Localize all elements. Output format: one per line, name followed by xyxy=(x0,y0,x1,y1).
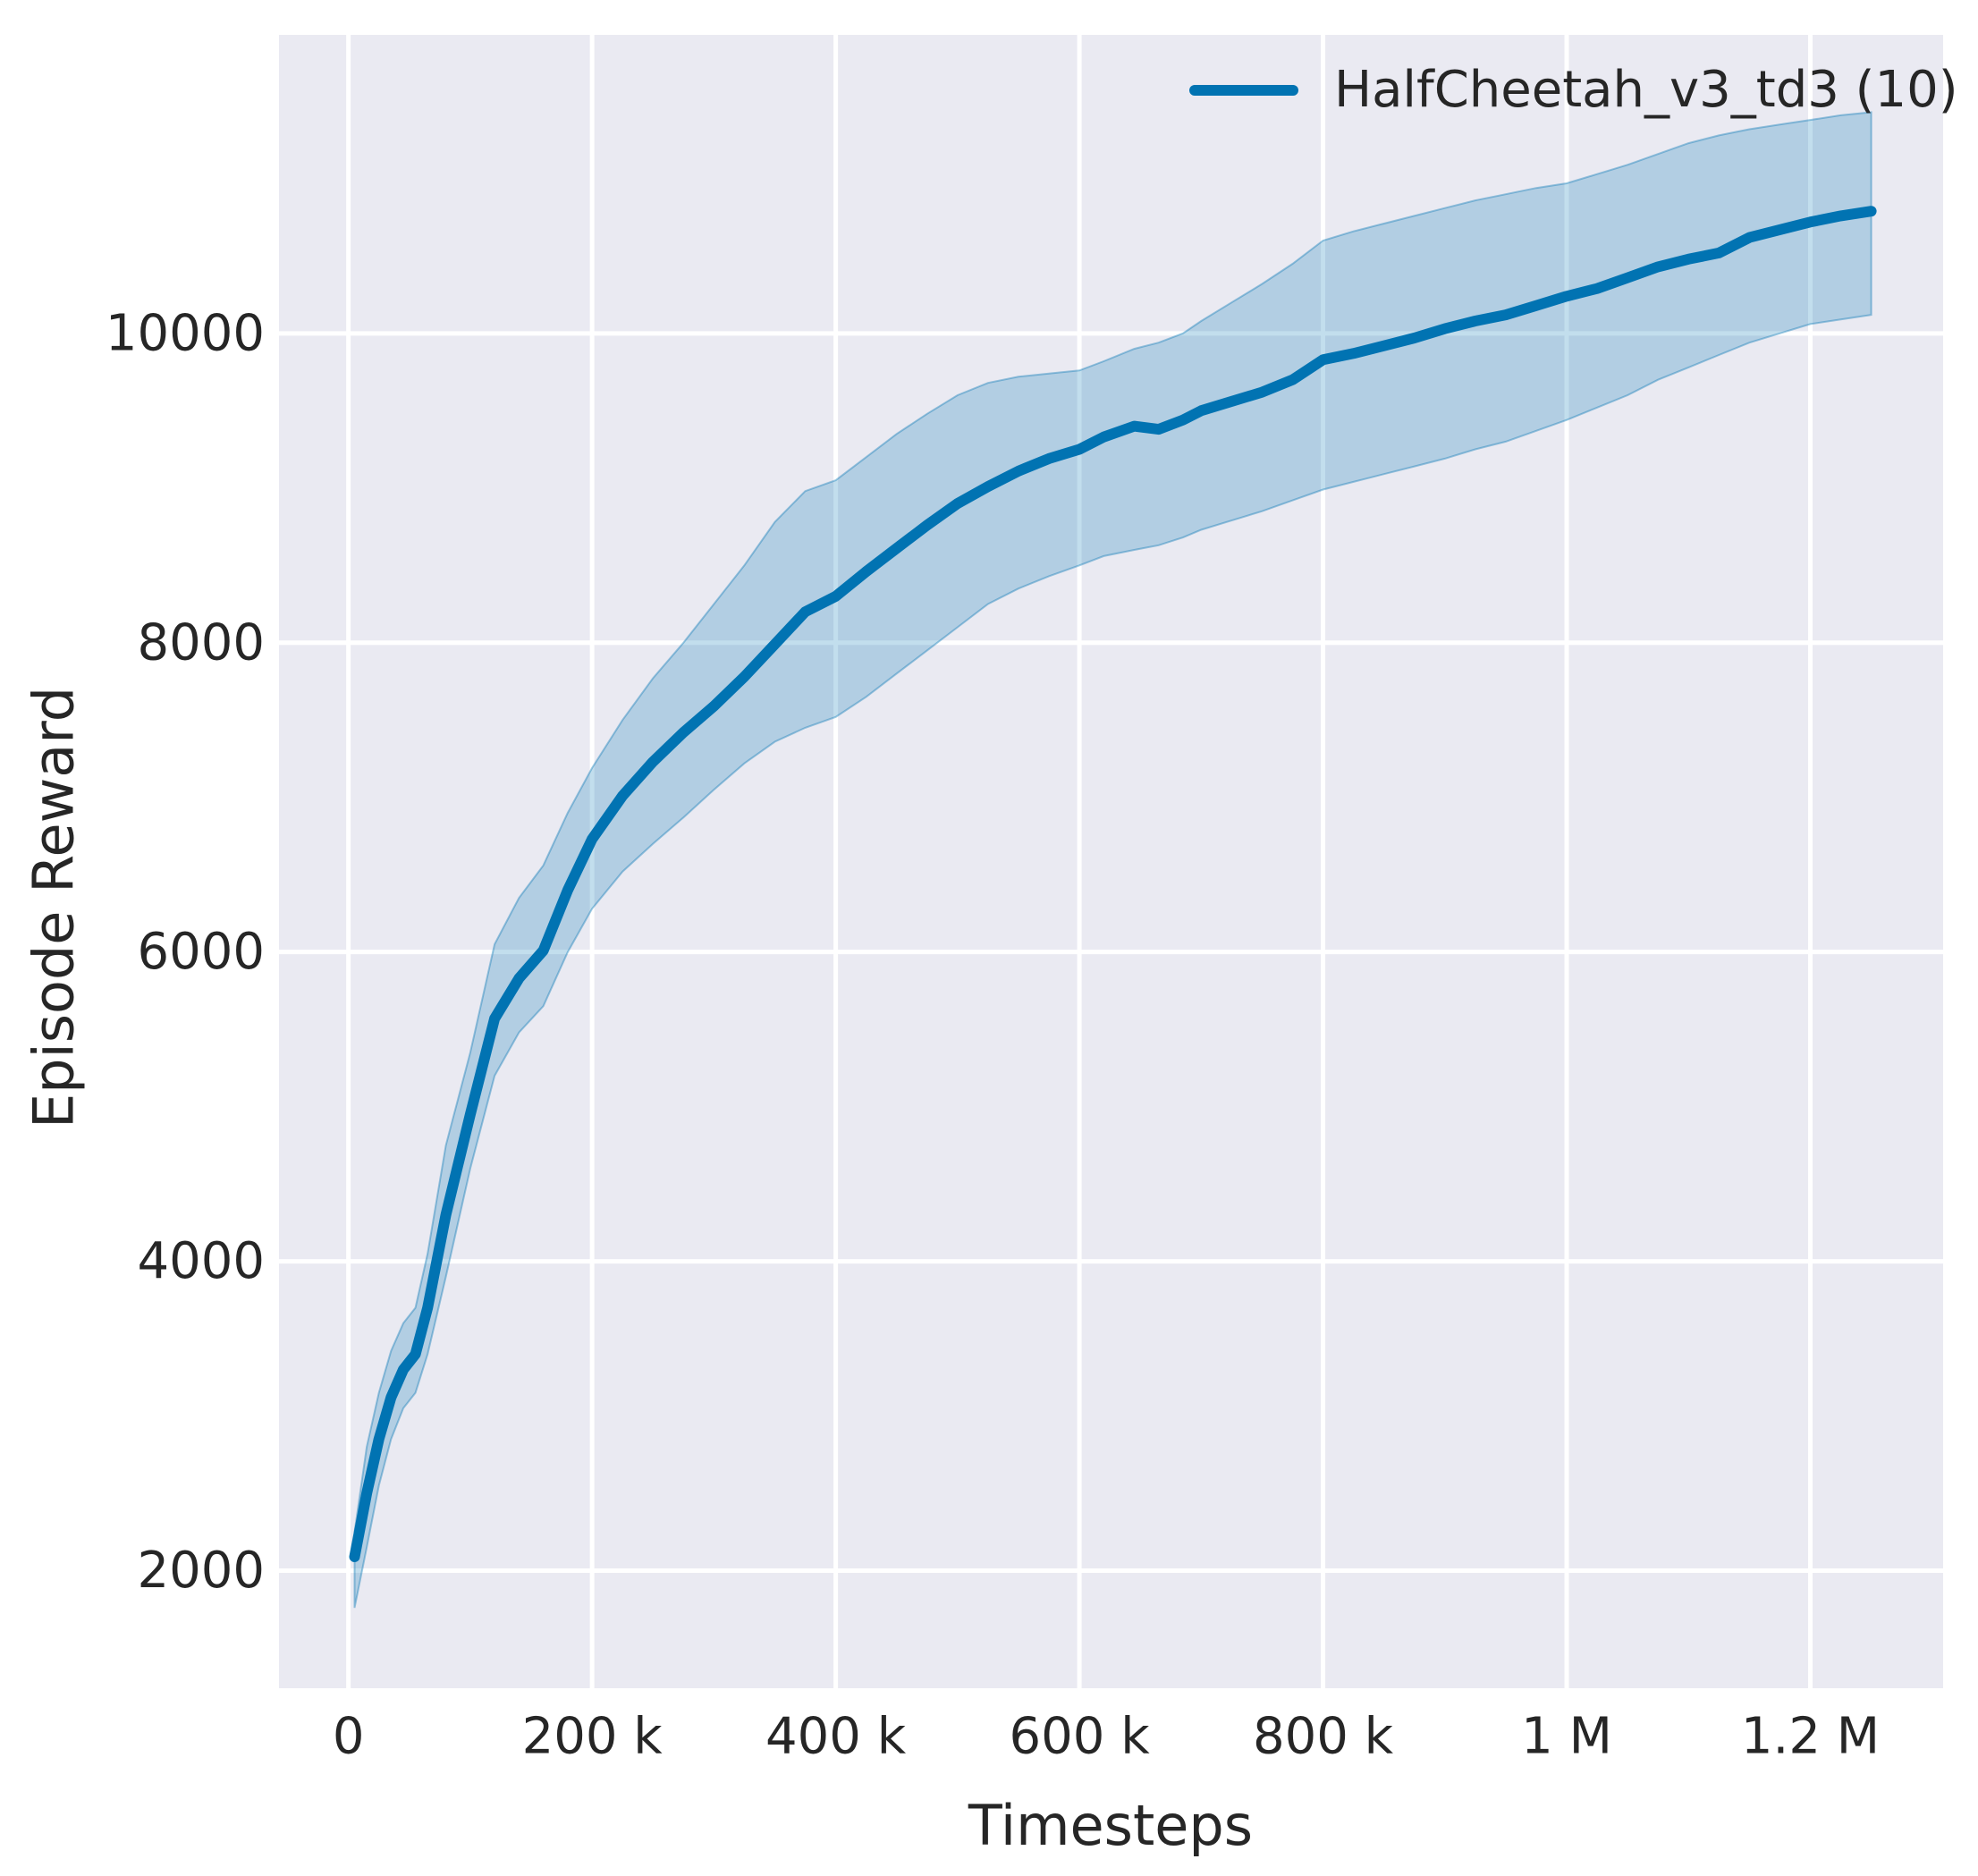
x-tick-label: 600 k xyxy=(1010,1708,1151,1766)
x-tick-label: 0 xyxy=(333,1708,365,1766)
y-tick-label: 4000 xyxy=(137,1232,265,1290)
x-tick-label: 800 k xyxy=(1253,1708,1394,1766)
x-tick-label: 200 k xyxy=(522,1708,664,1766)
legend-entry-label: HalfCheetah_v3_td3 (10) xyxy=(1334,61,1958,119)
legend-line-swatch xyxy=(1189,84,1298,96)
y-tick-label: 8000 xyxy=(137,613,265,672)
plot-area xyxy=(279,35,1943,1688)
x-tick-label: 1 M xyxy=(1521,1708,1612,1766)
y-axis-label: Episode Reward xyxy=(21,686,87,1129)
y-tick-label: 6000 xyxy=(137,923,265,981)
x-tick-label: 400 k xyxy=(765,1708,907,1766)
x-axis-label: Timesteps xyxy=(968,1793,1254,1858)
legend: HalfCheetah_v3_td3 (10) xyxy=(1189,61,1958,119)
y-tick-label: 10000 xyxy=(106,304,265,362)
mean-line xyxy=(349,206,1877,1562)
y-tick-label: 2000 xyxy=(137,1542,265,1600)
x-tick-label: 1.2 M xyxy=(1741,1708,1880,1766)
confidence-band xyxy=(353,111,1872,1609)
